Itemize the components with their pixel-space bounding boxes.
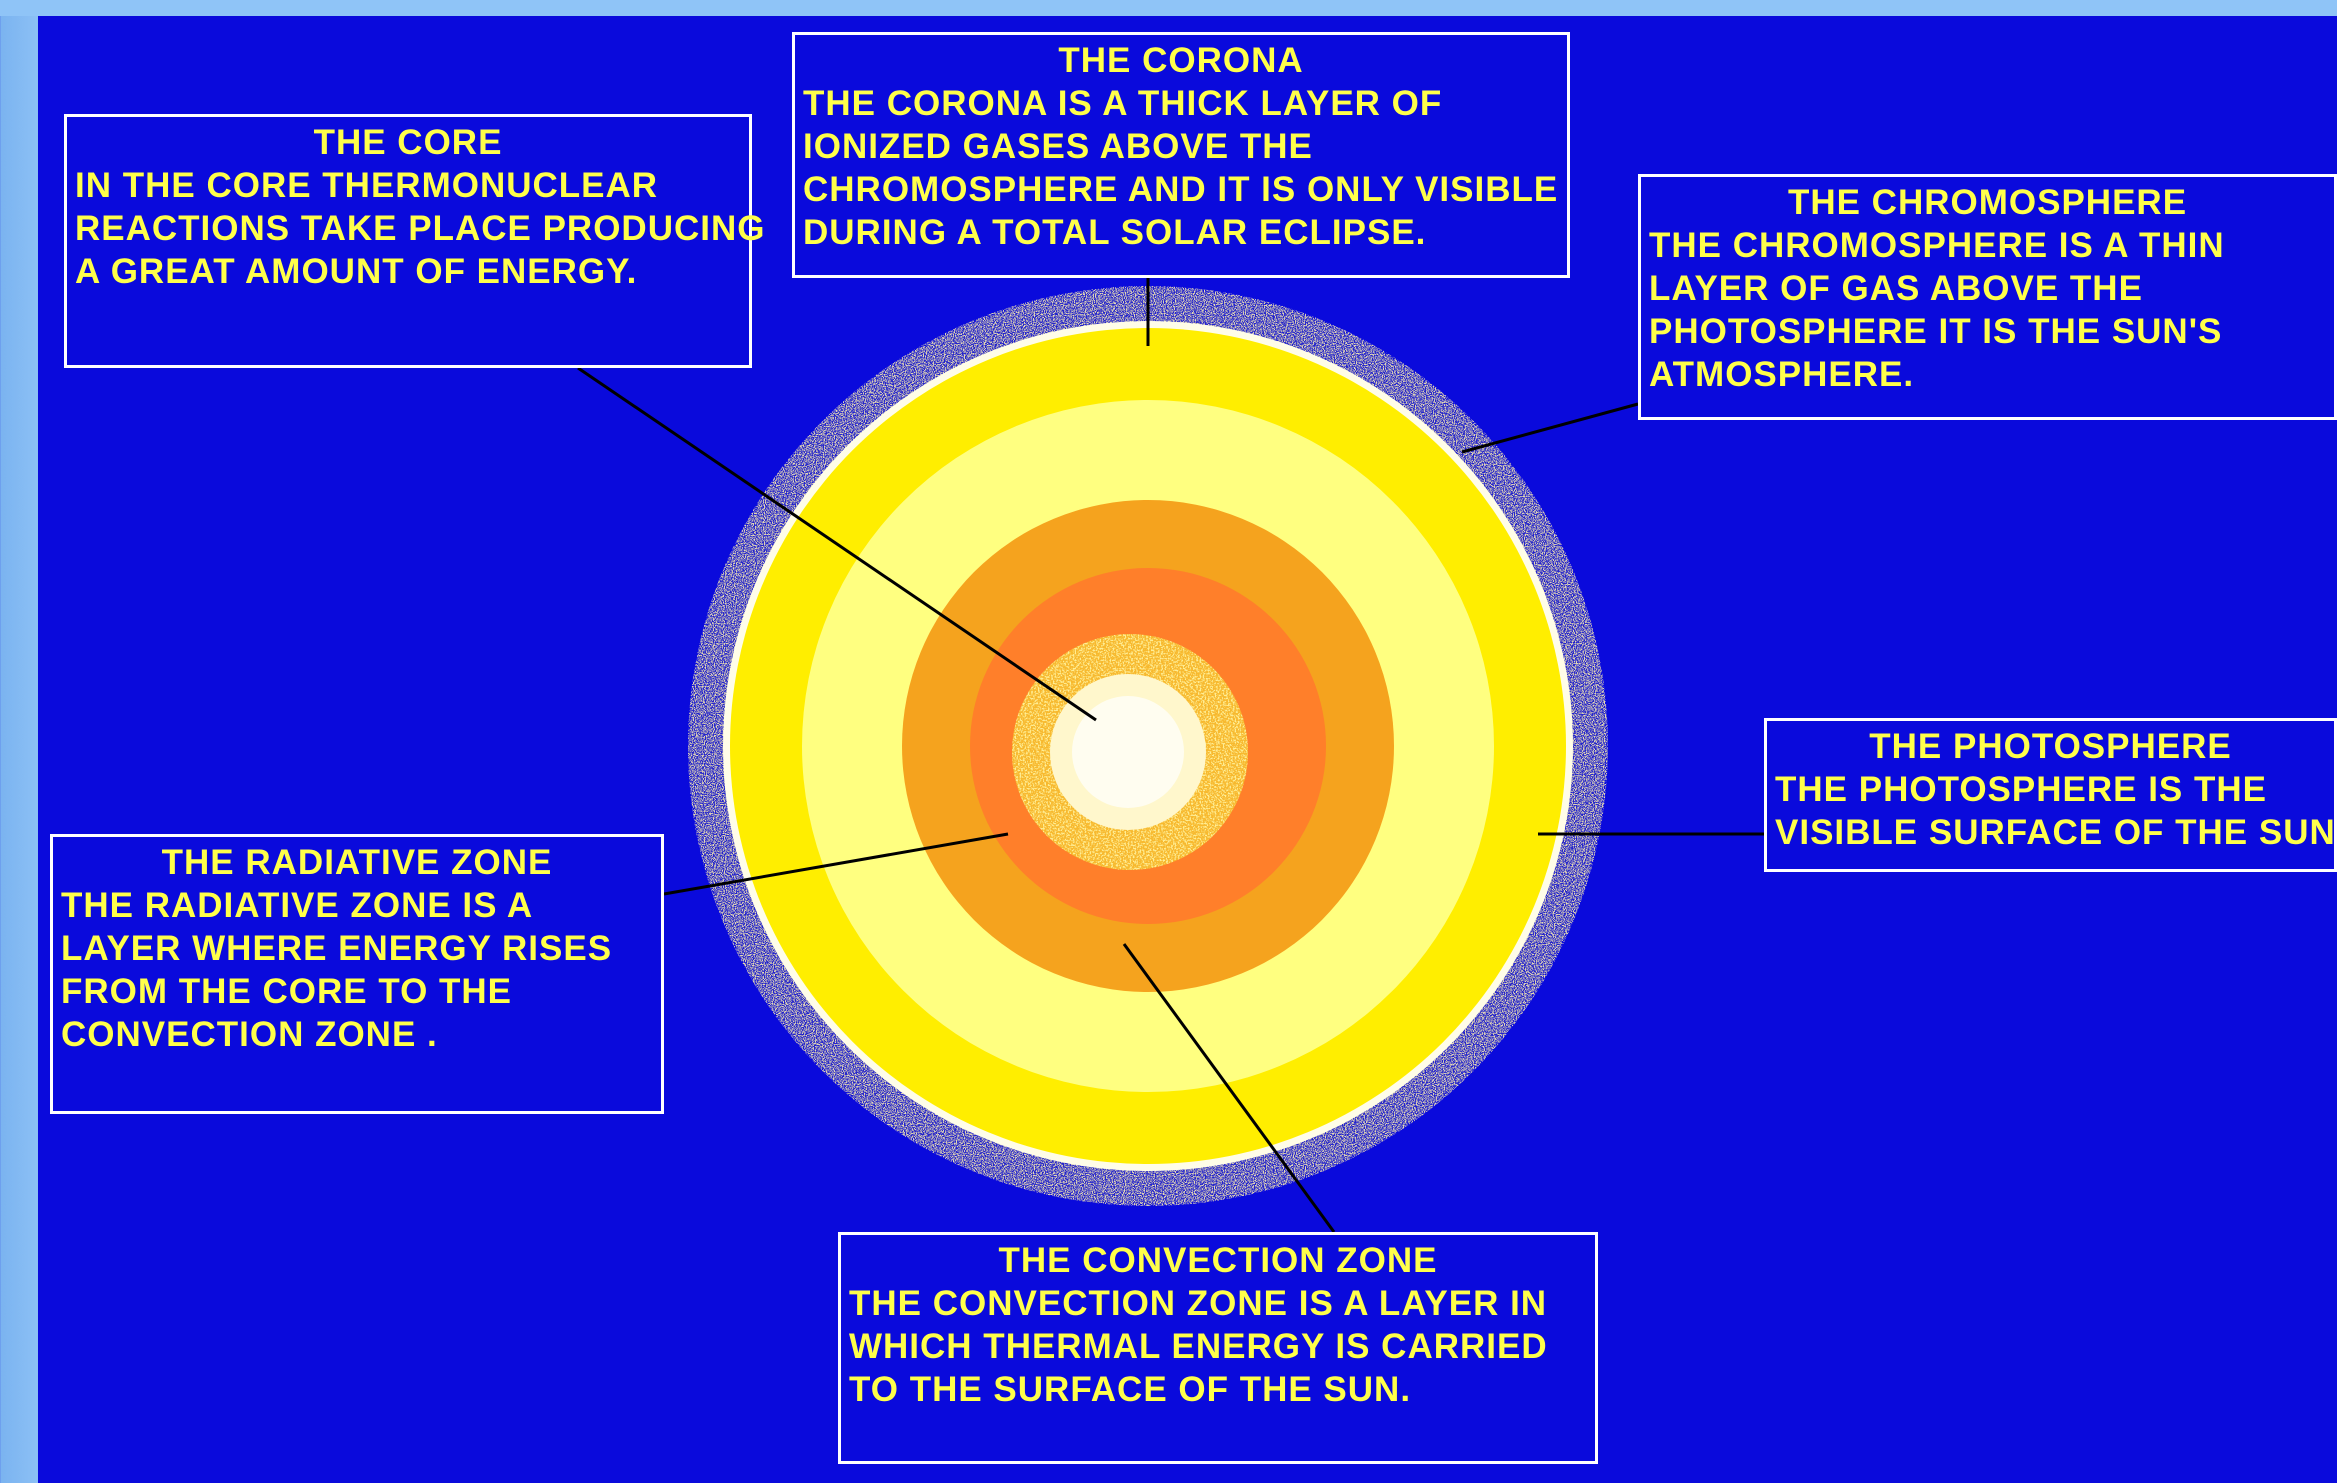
photosphere-label-box: THE PHOTOSPHERE THE PHOTOSPHERE IS THE V… — [1764, 718, 2337, 872]
convection-zone-label-box: THE CONVECTION ZONE THE CONVECTION ZONE … — [838, 1232, 1598, 1464]
core-label-title: THE CORE — [313, 123, 503, 162]
radiative-zone-label-box: THE RADIATIVE ZONE THE RADIATIVE ZONE IS… — [50, 834, 664, 1114]
corona-label-line: IONIZED GASES ABOVE THE — [803, 127, 1313, 166]
core-layer — [1012, 634, 1248, 870]
corona-label-title: THE CORONA — [1058, 41, 1304, 80]
photosphere-label-line: VISIBLE SURFACE OF THE SUN. — [1775, 813, 2337, 852]
chromosphere-label-title: THE CHROMOSPHERE — [1787, 183, 2188, 222]
chromosphere-label-line: THE CHROMOSPHERE IS A THIN — [1649, 226, 2225, 265]
corona-label-text: THE CORONA IS A THICK LAYER OF IONIZED G… — [803, 82, 1559, 254]
photosphere-label-title: THE PHOTOSPHERE — [1869, 727, 2232, 766]
core-label-line: IN THE CORE THERMONUCLEAR — [75, 166, 659, 205]
convection-zone-label-line: THE CONVECTION ZONE IS A LAYER IN — [849, 1284, 1548, 1323]
radiative-pointer-line — [663, 832, 1009, 896]
corona-label-line: THE CORONA IS A THICK LAYER OF — [803, 84, 1443, 123]
corona-label-line: CHROMOSPHERE AND IT IS ONLY VISIBLE — [803, 170, 1559, 209]
chromosphere-label-box: THE CHROMOSPHERE THE CHROMOSPHERE IS A T… — [1638, 174, 2337, 420]
convection-zone-label-line: TO THE SURFACE OF THE SUN. — [849, 1370, 1412, 1409]
radiative-zone-label-line: CONVECTION ZONE . — [61, 1015, 438, 1054]
radiative-zone-label-text: THE RADIATIVE ZONE IS A LAYER WHERE ENER… — [61, 884, 653, 1056]
top-border-strip — [0, 0, 2337, 16]
chromosphere-label-line: LAYER OF GAS ABOVE THE — [1649, 269, 2143, 308]
photosphere-label-text: THE PHOTOSPHERE IS THE VISIBLE SURFACE O… — [1775, 768, 2337, 854]
corona-label-box: THE CORONA THE CORONA IS A THICK LAYER O… — [792, 32, 1570, 278]
core-label-line: A GREAT AMOUNT OF ENERGY. — [75, 252, 638, 291]
core-label-line: REACTIONS TAKE PLACE PRODUCING — [75, 209, 766, 248]
chromosphere-label-line: PHOTOSPHERE IT IS THE SUN'S — [1649, 312, 2223, 351]
radiative-zone-label-line: LAYER WHERE ENERGY RISES — [61, 929, 613, 968]
radiative-zone-label-line: THE RADIATIVE ZONE IS A — [61, 886, 534, 925]
core-label-text: IN THE CORE THERMONUCLEAR REACTIONS TAKE… — [75, 164, 766, 293]
chromosphere-label-text: THE CHROMOSPHERE IS A THIN LAYER OF GAS … — [1649, 224, 2326, 396]
convection-pointer-line — [1122, 943, 1336, 1233]
convection-zone-label-line: WHICH THERMAL ENERGY IS CARRIED — [849, 1327, 1548, 1366]
chromosphere-label-line: ATMOSPHERE. — [1649, 355, 1915, 394]
chromosphere-pointer-line — [1461, 402, 1639, 454]
radiative-zone-label-title: THE RADIATIVE ZONE — [161, 843, 553, 882]
photosphere-label-line: THE PHOTOSPHERE IS THE — [1775, 770, 2267, 809]
convection-zone-label-text: THE CONVECTION ZONE IS A LAYER IN WHICH … — [849, 1282, 1587, 1411]
core-label-box: THE CORE IN THE CORE THERMONUCLEAR REACT… — [64, 114, 766, 368]
convection-zone-label-title: THE CONVECTION ZONE — [998, 1241, 1438, 1280]
corona-label-line: DURING A TOTAL SOLAR ECLIPSE. — [803, 213, 1427, 252]
core-pointer-line — [577, 366, 1097, 722]
radiative-zone-label-line: FROM THE CORE TO THE — [61, 972, 513, 1011]
